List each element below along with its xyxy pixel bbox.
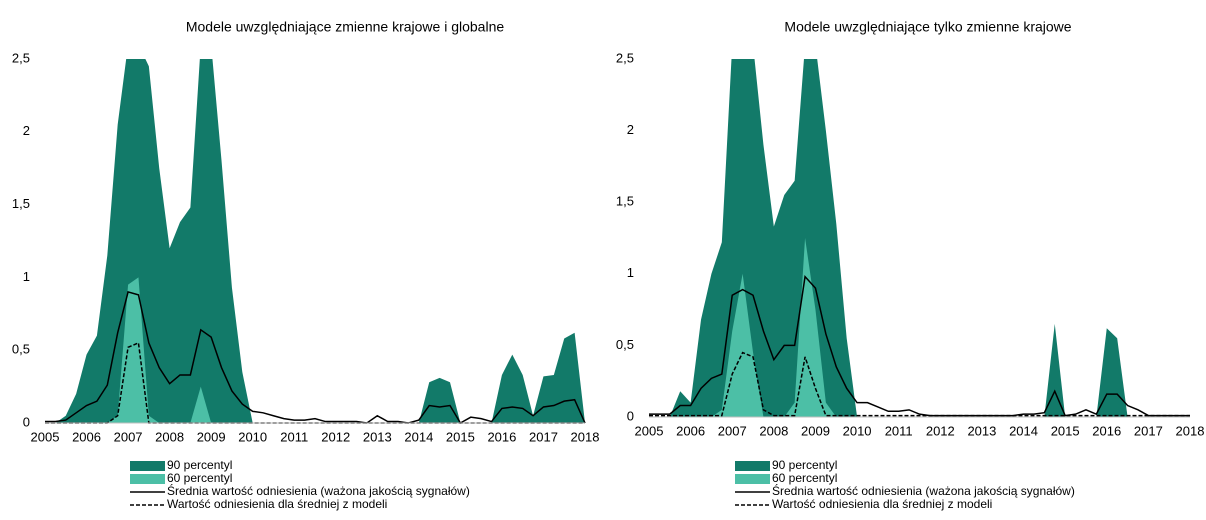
x-tick-label: 2015 bbox=[1051, 423, 1080, 438]
x-tick-label: 2012 bbox=[926, 423, 955, 438]
chart-panel: Modele uwzględniające tylko zmienne kraj… bbox=[616, 19, 1205, 511]
x-tick-label: 2007 bbox=[114, 429, 143, 444]
x-tick-label: 2006 bbox=[676, 423, 705, 438]
legend-label: Średnia wartość odniesienia (ważona jako… bbox=[772, 483, 1075, 498]
x-tick-label: 2011 bbox=[885, 423, 913, 438]
x-tick-label: 2015 bbox=[446, 429, 475, 444]
x-tick-label: 2007 bbox=[718, 423, 747, 438]
x-tick-label: 2018 bbox=[571, 429, 600, 444]
x-tick-label: 2017 bbox=[1134, 423, 1163, 438]
x-tick-label: 2010 bbox=[238, 429, 267, 444]
legend-label: 60 percentyl bbox=[167, 471, 232, 485]
chart-panel: Modele uwzględniające zmienne krajowe i … bbox=[12, 19, 600, 511]
area bbox=[649, 59, 1190, 417]
x-tick-label: 2013 bbox=[967, 423, 996, 438]
x-tick-label: 2008 bbox=[759, 423, 788, 438]
legend-label: 90 percentyl bbox=[167, 458, 232, 472]
x-tick-label: 2014 bbox=[1009, 423, 1038, 438]
plot-area bbox=[45, 59, 586, 425]
legend-label: 90 percentyl bbox=[772, 458, 837, 472]
line bbox=[649, 274, 1190, 417]
x-tick-label: 2012 bbox=[321, 429, 350, 444]
y-tick-label: 0,5 bbox=[12, 342, 30, 357]
line bbox=[649, 351, 1190, 417]
x-tick-label: 2017 bbox=[529, 429, 558, 444]
y-tick-label: 2,5 bbox=[616, 50, 634, 65]
x-tick-label: 2016 bbox=[1092, 423, 1121, 438]
y-tick-label: 1,5 bbox=[616, 194, 634, 209]
y-tick-label: 0 bbox=[627, 408, 634, 423]
x-tick-label: 2006 bbox=[72, 429, 101, 444]
x-tick-label: 2013 bbox=[363, 429, 392, 444]
x-tick-label: 2018 bbox=[1176, 423, 1205, 438]
x-tick-label: 2008 bbox=[155, 429, 184, 444]
y-tick-label: 1,5 bbox=[12, 196, 30, 211]
y-tick-label: 2 bbox=[23, 123, 30, 138]
y-tick-label: 2,5 bbox=[12, 50, 30, 65]
y-tick-label: 1 bbox=[627, 265, 634, 280]
x-tick-label: 2010 bbox=[843, 423, 872, 438]
x-tick-label: 2009 bbox=[197, 429, 226, 444]
line bbox=[45, 291, 586, 425]
x-tick-label: 2014 bbox=[404, 429, 433, 444]
legend-swatch bbox=[735, 461, 770, 471]
x-tick-label: 2011 bbox=[280, 429, 308, 444]
legend-swatch bbox=[735, 474, 770, 484]
x-tick-label: 2005 bbox=[31, 429, 60, 444]
chart-title: Modele uwzględniające zmienne krajowe i … bbox=[186, 19, 505, 35]
area bbox=[45, 59, 585, 423]
plot-area bbox=[649, 59, 1190, 417]
x-tick-label: 2005 bbox=[635, 423, 664, 438]
legend-label: Średnia wartość odniesienia (ważona jako… bbox=[167, 483, 470, 498]
x-tick-label: 2016 bbox=[487, 429, 516, 444]
y-tick-label: 0 bbox=[23, 414, 30, 429]
y-tick-label: 2 bbox=[627, 122, 634, 137]
legend-label: 60 percentyl bbox=[772, 471, 837, 485]
chart-title: Modele uwzględniające tylko zmienne kraj… bbox=[784, 19, 1071, 35]
legend-label: Wartość odniesienia dla średniej z model… bbox=[167, 497, 387, 511]
legend-swatch bbox=[130, 461, 165, 471]
y-tick-label: 1 bbox=[23, 269, 30, 284]
x-tick-label: 2009 bbox=[801, 423, 830, 438]
y-tick-label: 0,5 bbox=[616, 337, 634, 352]
legend-label: Wartość odniesienia dla średniej z model… bbox=[772, 497, 992, 511]
legend-swatch bbox=[130, 474, 165, 484]
